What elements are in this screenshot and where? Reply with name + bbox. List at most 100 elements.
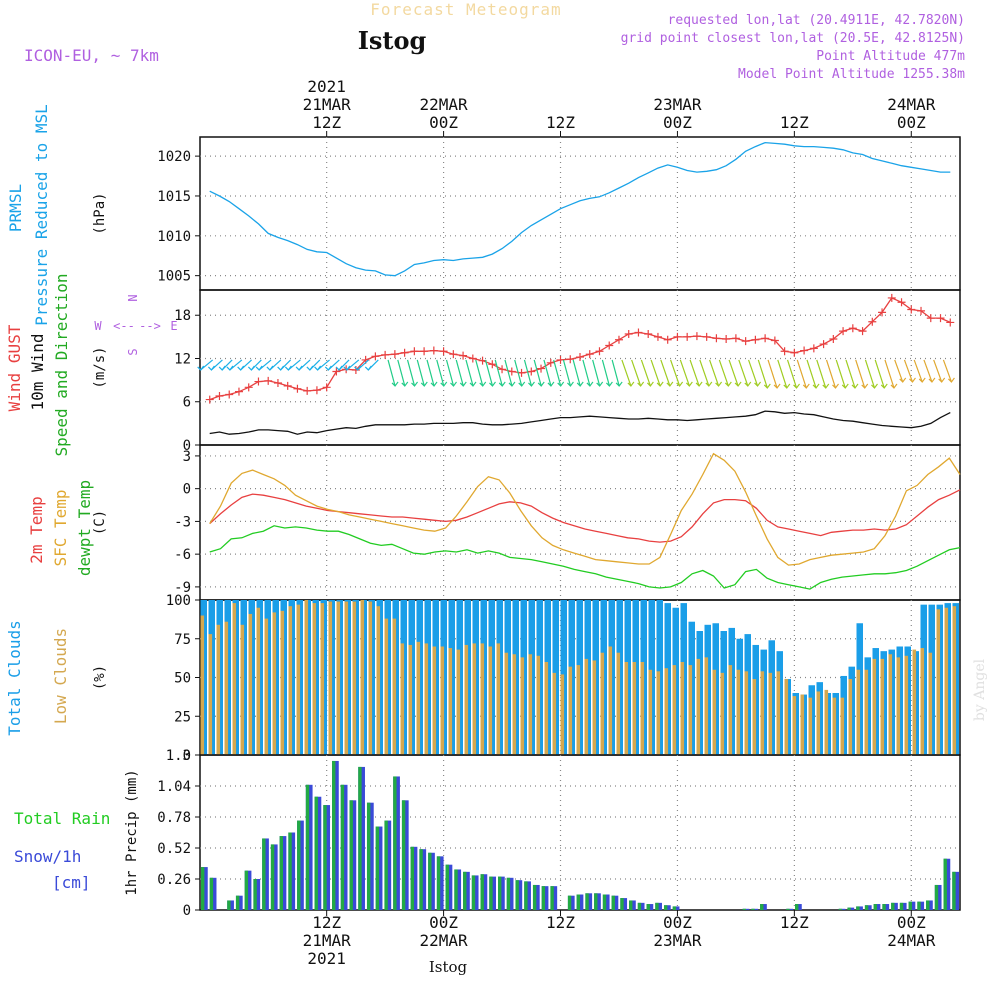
rain-bar <box>926 900 930 910</box>
low-cloud-bar <box>856 669 861 755</box>
wind-direction-arrow <box>855 359 866 389</box>
wind-direction-arrow <box>913 359 923 383</box>
wind-arrow-head <box>237 365 245 371</box>
wind-arrow-head <box>518 381 526 387</box>
gust-marker <box>800 346 809 355</box>
low-cloud-bar <box>704 657 709 755</box>
wind-arrow-head <box>802 383 810 389</box>
y-tick-label: 1005 <box>157 269 191 285</box>
low-cloud-bar <box>600 652 605 755</box>
wind-arrow-head <box>627 381 635 387</box>
low-cloud-bar <box>440 646 445 755</box>
wind-direction-arrow <box>426 359 435 387</box>
wind-arrow-head <box>508 381 516 387</box>
wind-arrow-head <box>218 365 226 371</box>
low-cloud-bar <box>736 669 741 755</box>
bottom-time-label: 2021 <box>307 949 346 968</box>
station-title: Istog <box>358 26 427 55</box>
rain-bar <box>856 906 860 910</box>
wind-arrow-head <box>948 377 955 383</box>
gust-marker <box>566 355 575 364</box>
wind-direction-arrow <box>317 359 330 371</box>
bottom-time-label: 00Z <box>663 913 692 932</box>
footer-station: Istog <box>429 958 468 976</box>
low-cloud-bar <box>904 655 909 755</box>
wind-arrow-head <box>547 381 555 387</box>
gust-marker <box>751 335 760 344</box>
wind-direction-arrow <box>621 359 632 387</box>
wind-direction-arrow <box>689 359 700 387</box>
low-cloud-bar <box>872 658 877 755</box>
snow-bar <box>795 904 802 910</box>
rain-bar <box>270 844 275 910</box>
wind-arrow-head <box>498 381 506 387</box>
bottom-time-label: 12Z <box>780 913 809 932</box>
wind-direction-arrow <box>718 359 729 387</box>
rain-bar <box>838 908 843 910</box>
low-cloud-bar <box>768 672 773 755</box>
side-label-total-clouds: Total Clouds <box>5 620 24 736</box>
gust-marker <box>517 368 526 377</box>
low-cloud-bar <box>512 654 517 755</box>
compass-north: N <box>126 294 140 301</box>
gust-marker <box>420 347 429 356</box>
rain-bar <box>227 900 231 910</box>
gust-marker <box>322 383 331 392</box>
rain-bar <box>454 869 458 910</box>
wind-arrow-head <box>861 383 869 389</box>
panel-0: 1005 1010 1015 1020 (hPa) PRMSL Pressure Reduc… <box>6 104 961 326</box>
y-axis-label: (m/s) <box>92 346 108 388</box>
wind-arrow-head <box>676 381 684 387</box>
wind-direction-arrow <box>825 359 837 389</box>
gust-marker <box>527 367 536 376</box>
wind-arrow-head <box>656 381 664 387</box>
wind-arrow-head <box>793 383 801 389</box>
y-tick-label: 25 <box>174 709 191 725</box>
low-cloud-bar <box>304 600 309 755</box>
low-cloud-bar <box>504 652 509 755</box>
wind-direction-arrow <box>484 359 494 387</box>
wind-arrow-head <box>324 365 332 371</box>
low-cloud-bar <box>944 607 949 755</box>
model-label: ICON-EU, ~ 7km <box>24 46 159 65</box>
gust-marker <box>381 350 390 359</box>
wind-direction-arrow <box>287 359 301 371</box>
low-cloud-bar <box>824 689 829 755</box>
snow-bar <box>532 884 540 910</box>
y-tick-label: 3 <box>183 449 191 465</box>
low-cloud-bar <box>672 665 677 755</box>
rain-bar <box>751 908 755 910</box>
wind-direction-arrow <box>660 359 671 387</box>
low-cloud-bar <box>360 600 365 755</box>
rain-bar <box>620 898 624 910</box>
side-label-total-rain: Total Rain <box>14 809 110 828</box>
point-altitude: Point Altitude 477m <box>816 49 965 64</box>
wind-direction-arrow <box>884 359 895 389</box>
wind-arrow-head <box>832 383 839 389</box>
y-axis-label: (hPa) <box>92 192 108 234</box>
gust-marker <box>926 314 935 323</box>
rain-bar <box>864 905 869 910</box>
rain-bar <box>952 871 956 910</box>
rain-bar <box>410 846 415 910</box>
low-cloud-bar <box>624 662 629 755</box>
low-cloud-bar <box>808 697 813 755</box>
low-cloud-bar <box>320 603 325 755</box>
side-label-direction: Speed and Direction <box>52 273 71 456</box>
y-tick-label: 0.78 <box>157 810 191 826</box>
wind-direction-arrow <box>397 359 406 387</box>
gust-marker <box>488 360 497 369</box>
gust-marker <box>809 344 818 353</box>
gust-marker <box>731 334 740 343</box>
bottom-time-label: 23MAR <box>653 931 702 950</box>
side-label-prmsl: PRMSL <box>6 184 25 232</box>
low-cloud-bar <box>448 648 453 755</box>
rain-bar <box>760 904 764 910</box>
gust-marker <box>614 335 623 344</box>
low-cloud-bar <box>936 609 941 755</box>
low-cloud-bar <box>552 672 557 755</box>
low-cloud-bar <box>328 601 333 755</box>
low-cloud-bar <box>520 657 525 755</box>
wind-arrow-head <box>724 381 732 387</box>
rain-bar <box>541 886 546 910</box>
